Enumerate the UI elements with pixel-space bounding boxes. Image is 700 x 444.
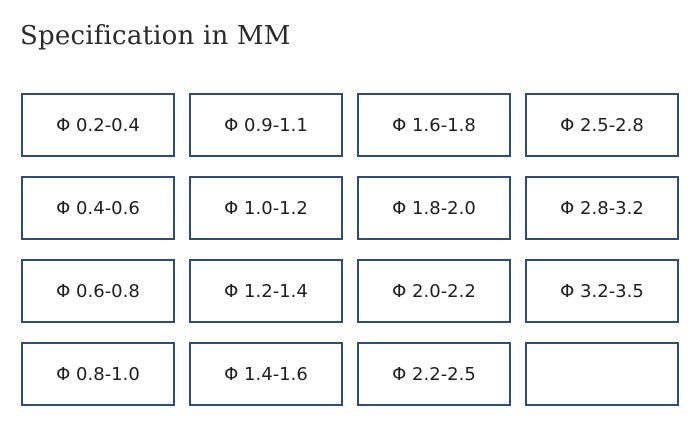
spec-option-0-2[interactable]: Φ 1.6-1.8 <box>357 93 511 157</box>
spec-option-0-1[interactable]: Φ 0.9-1.1 <box>189 93 343 157</box>
spec-option-3-0[interactable]: Φ 0.8-1.0 <box>21 342 175 406</box>
spec-option-2-2[interactable]: Φ 2.0-2.2 <box>357 259 511 323</box>
spec-option-1-0[interactable]: Φ 0.4-0.6 <box>21 176 175 240</box>
spec-option-2-0[interactable]: Φ 0.6-0.8 <box>21 259 175 323</box>
spec-option-1-2[interactable]: Φ 1.8-2.0 <box>357 176 511 240</box>
spec-option-2-3[interactable]: Φ 3.2-3.5 <box>525 259 679 323</box>
spec-option-3-2[interactable]: Φ 2.2-2.5 <box>357 342 511 406</box>
spec-grid: Φ 0.2-0.4 Φ 0.9-1.1 Φ 1.6-1.8 Φ 2.5-2.8 … <box>21 93 679 406</box>
spec-option-3-1[interactable]: Φ 1.4-1.6 <box>189 342 343 406</box>
page-title: Specification in MM <box>20 21 291 51</box>
spec-option-empty <box>525 342 679 406</box>
spec-option-1-3[interactable]: Φ 2.8-3.2 <box>525 176 679 240</box>
spec-option-0-0[interactable]: Φ 0.2-0.4 <box>21 93 175 157</box>
spec-option-2-1[interactable]: Φ 1.2-1.4 <box>189 259 343 323</box>
spec-option-1-1[interactable]: Φ 1.0-1.2 <box>189 176 343 240</box>
spec-option-0-3[interactable]: Φ 2.5-2.8 <box>525 93 679 157</box>
